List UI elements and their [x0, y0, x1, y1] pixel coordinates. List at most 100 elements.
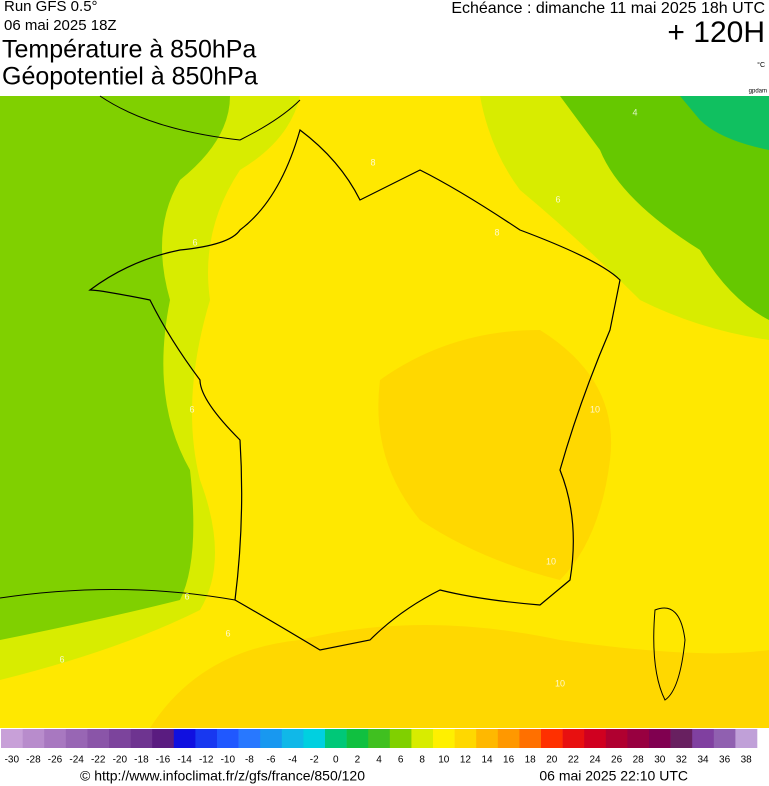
- contour-label: 6: [555, 194, 560, 204]
- colorbar-swatch: [519, 729, 542, 748]
- colorbar-tick-label: 16: [503, 755, 515, 766]
- contour-label: 6: [225, 628, 230, 638]
- spain-coast: [0, 589, 236, 601]
- colorbar-tick-label: -12: [199, 755, 214, 766]
- colorbar-swatch: [217, 729, 239, 748]
- colorbar-swatch: [281, 729, 304, 748]
- colorbar-swatch: [389, 729, 412, 748]
- map: [0, 95, 769, 728]
- colorbar-swatch: [627, 729, 650, 748]
- lead: + 120H: [667, 16, 765, 49]
- colorbar-tick-label: 6: [398, 755, 404, 766]
- colorbar-swatch: [433, 729, 455, 748]
- colorbar-swatch: [649, 729, 671, 748]
- contour-label: 10: [546, 556, 556, 566]
- colorbar-tick-label: -6: [267, 755, 276, 766]
- colorbar-tick-label: -30: [5, 755, 20, 766]
- contour-label: 6: [184, 591, 189, 601]
- colorbar-swatch: [497, 729, 520, 748]
- colorbar-tick-label: -14: [177, 755, 192, 766]
- france-outline: [88, 128, 621, 651]
- contour-label: 8: [494, 227, 499, 237]
- zone-2-east: [680, 96, 769, 150]
- colorbar-tick-label: 20: [546, 755, 558, 766]
- colorbar-swatch: [692, 729, 715, 748]
- colorbar-swatch: [454, 729, 477, 748]
- colorbar-tick-label: -10: [221, 755, 236, 766]
- colorbar-swatch: [87, 729, 110, 748]
- colorbar-swatch: [411, 729, 434, 748]
- colorbar-swatch: [152, 729, 175, 748]
- unit: °C: [757, 61, 765, 69]
- colorbar-tick-label: 36: [719, 755, 731, 766]
- colorbar-tick-label: 10: [438, 755, 450, 766]
- colorbar-tick-label: -2: [310, 755, 319, 766]
- colorbar-swatch: [562, 729, 585, 748]
- colorbar-tick-label: 14: [481, 755, 493, 766]
- zone-4-east: [560, 96, 769, 320]
- colorbar-tick-label: 2: [355, 755, 361, 766]
- colorbar-tick-label: 4: [376, 755, 382, 766]
- colorbar-tick-label: 8: [419, 755, 425, 766]
- colorbar-tick-label: 26: [611, 755, 623, 766]
- model: Run GFS 0.5°: [4, 0, 98, 15]
- colorbar-tick-label: 38: [741, 755, 753, 766]
- colorbar-tick-label: 18: [525, 755, 537, 766]
- colorbar-swatch: [195, 729, 218, 748]
- colorbar-tick-label: -4: [288, 755, 297, 766]
- colorbar-swatch: [130, 729, 153, 748]
- colorbar-swatch: [670, 729, 693, 748]
- colorbar-tick-label: 24: [589, 755, 601, 766]
- contour-label: 4: [632, 107, 637, 117]
- colorbar-tick-label: 28: [633, 755, 645, 766]
- colorbar-swatch: [1, 729, 23, 748]
- colorbar-tick-label: -28: [26, 755, 41, 766]
- contour-label: 10: [555, 678, 565, 688]
- title-line1: Température à 850hPa: [2, 36, 256, 64]
- colorbar-swatch: [173, 729, 196, 748]
- colorbar-tick-label: 32: [676, 755, 688, 766]
- colorbar-swatch: [325, 729, 347, 748]
- colorbar-swatch: [368, 729, 391, 748]
- colorbar-tick-label: 12: [460, 755, 472, 766]
- title-line2: Géopotentiel à 850hPa: [2, 63, 258, 91]
- colorbar-tick-label: 22: [568, 755, 580, 766]
- footer-url: © http://www.infoclimat.fr/z/gfs/france/…: [80, 768, 365, 784]
- contour-label: 6: [189, 404, 194, 414]
- colorbar-tick-label: 0: [333, 755, 339, 766]
- colorbar-swatch: [346, 729, 369, 748]
- validity: Echéance : dimanche 11 mai 2025 18h UTC: [451, 0, 765, 17]
- zone-4: [0, 96, 230, 640]
- colorbar-swatch: [260, 729, 283, 748]
- colorbar-tick-label: -22: [91, 755, 106, 766]
- zone-10-south: [150, 625, 769, 728]
- colorbar-tick-label: 34: [697, 755, 709, 766]
- contour-label: 10: [590, 404, 600, 414]
- colorbar-tick-label: -16: [156, 755, 171, 766]
- colorbar-swatch: [713, 729, 736, 748]
- run: 06 mai 2025 18Z: [4, 17, 117, 34]
- colorbar-swatch: [65, 729, 88, 748]
- colorbar-tick-label: -20: [113, 755, 128, 766]
- colorbar-swatch: [735, 729, 758, 748]
- uk-coast: [99, 95, 301, 141]
- colorbar-swatch: [541, 729, 563, 748]
- colorbar-swatch: [476, 729, 499, 748]
- colorbar-tick-label: -24: [69, 755, 84, 766]
- colorbar-swatch: [605, 729, 628, 748]
- contour-label: 8: [370, 157, 375, 167]
- footer-timestamp: 06 mai 2025 22:10 UTC: [539, 768, 688, 784]
- contour-label: 6: [59, 654, 64, 664]
- zone-10: [378, 330, 612, 580]
- colorbar-tick-label: -18: [134, 755, 149, 766]
- colorbar-tick-label: -8: [245, 755, 254, 766]
- colorbar-swatch: [303, 729, 326, 748]
- contour-label: 6: [192, 237, 197, 247]
- source-tag: gpdam: [749, 89, 767, 95]
- colorbar-swatch: [22, 729, 45, 748]
- corsica-outline: [653, 607, 686, 701]
- colorbar-tick-label: -26: [48, 755, 63, 766]
- colorbar-tick-label: 30: [654, 755, 666, 766]
- colorbar-swatch: [44, 729, 67, 748]
